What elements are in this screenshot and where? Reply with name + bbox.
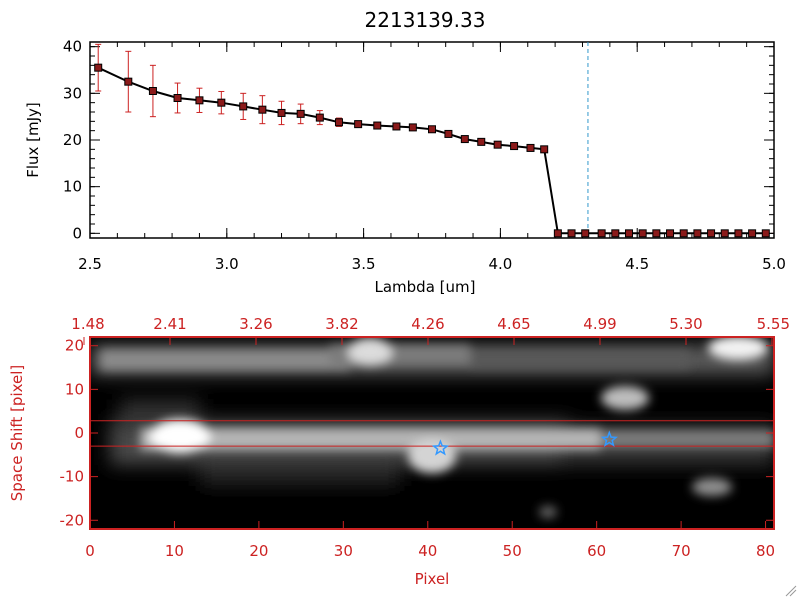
data-point: [217, 98, 226, 107]
data-point: [173, 94, 182, 102]
data-point: [638, 229, 647, 238]
x-tick-label: 50: [503, 542, 522, 560]
data-point: [277, 108, 286, 117]
data-point: [734, 229, 743, 238]
data-point: [567, 229, 576, 238]
heatmap-y-label: Space Shift [pixel]: [8, 365, 26, 502]
data-point: [611, 229, 620, 238]
data-point: [693, 229, 702, 238]
data-point: [748, 229, 757, 238]
heatmap-y-ticks: -20 -10 0 10 20: [60, 337, 774, 529]
x-tick-label: 4.0: [488, 255, 512, 273]
x-tick-label: 70: [672, 542, 691, 560]
x-tick-label: 40: [418, 542, 437, 560]
data-point: [392, 122, 401, 131]
spectrum-x-label: Lambda [um]: [375, 278, 476, 296]
x-tick-label: 10: [165, 542, 184, 560]
heatmap-image: [90, 337, 774, 529]
spectrum-plot-frame: [89, 41, 775, 239]
y-tick-label: 20: [65, 337, 84, 355]
y-tick-label: -20: [60, 511, 85, 529]
top-tick-label: 2.41: [153, 315, 186, 333]
data-point: [444, 129, 453, 138]
data-point: [553, 229, 562, 238]
data-point: [526, 143, 535, 152]
data-point: [315, 113, 324, 122]
top-tick-label: 4.65: [497, 315, 530, 333]
data-point: [334, 118, 343, 127]
data-point: [624, 229, 633, 238]
x-tick-label: 30: [334, 542, 353, 560]
x-tick-label: 2.5: [78, 255, 102, 273]
data-point: [679, 229, 688, 238]
data-point: [761, 229, 770, 238]
data-point: [540, 145, 549, 154]
y-tick-label: 10: [63, 178, 82, 196]
data-point: [195, 96, 204, 105]
spectrum-panel: 2213139.33 2.5 3.0 3.5 4.0 4.5 5.0 010203040 …: [24, 8, 786, 296]
spectrum-line: [97, 66, 766, 235]
data-point: [428, 125, 436, 134]
data-point: [296, 109, 305, 118]
data-point: [493, 140, 502, 149]
y-tick-label: 0: [74, 424, 84, 442]
data-point: [239, 102, 248, 111]
heatmap-features: [100, 337, 774, 518]
top-tick-label: 3.26: [239, 315, 272, 333]
data-point: [477, 137, 486, 146]
data-point: [720, 229, 729, 238]
data-point: [581, 229, 590, 238]
x-tick-label: 3.0: [215, 255, 239, 273]
x-tick-label: 4.5: [625, 255, 649, 273]
x-tick-label: 3.5: [352, 255, 376, 273]
spectrum-x-ticks: 2.5 3.0 3.5 4.0 4.5 5.0: [78, 42, 786, 273]
x-tick-label: 5.0: [762, 255, 786, 273]
resize-grip-icon[interactable]: [785, 585, 797, 597]
x-tick-label: 20: [249, 542, 268, 560]
data-point: [666, 229, 675, 238]
data-point: [652, 229, 661, 238]
y-tick-label: 10: [65, 380, 84, 398]
data-point: [408, 123, 417, 132]
extraction-aperture-lines: [90, 420, 774, 447]
y-tick-label: 20: [63, 131, 82, 149]
source-markers: [431, 430, 618, 456]
data-point: [373, 121, 382, 130]
data-point: [94, 63, 103, 72]
spectrum-y-ticks: 0 10 20 30 40: [63, 38, 774, 242]
spectrum-points: [94, 63, 770, 238]
top-tick-label: 5.55: [757, 315, 790, 333]
x-tick-label: 80: [756, 542, 775, 560]
data-point: [354, 120, 363, 129]
star-marker: [600, 430, 618, 447]
y-tick-label: 30: [63, 84, 82, 102]
data-point: [510, 142, 519, 151]
heatmap-top-ticks: 1.48 2.41 3.26 3.82 4.26 4.65 4.99 5.30 5.55: [71, 315, 790, 345]
spectrum-2d-panel: 0 10 20 30 40 50 60 70 80 -20 -10 0 10 20 1.48 2.41 3.…: [8, 315, 790, 588]
top-tick-label: 1.48: [71, 315, 104, 333]
spectrum-errorbars: [95, 43, 548, 153]
top-tick-label: 4.26: [411, 315, 444, 333]
data-point: [148, 87, 157, 95]
data-point: [707, 229, 716, 238]
data-point: [460, 135, 469, 144]
y-tick-label: 40: [63, 38, 82, 56]
top-tick-label: 3.82: [325, 315, 358, 333]
y-tick-label: -10: [60, 468, 85, 486]
spectrum-title: 2213139.33: [365, 8, 486, 32]
data-point: [597, 229, 606, 238]
x-tick-label: 0: [85, 542, 95, 560]
top-tick-label: 4.99: [583, 315, 616, 333]
x-tick-label: 60: [587, 542, 606, 560]
data-point: [258, 105, 267, 114]
star-marker: [431, 439, 450, 456]
spectrum-y-label: Flux [mJy]: [24, 102, 42, 178]
data-point: [124, 77, 133, 86]
y-tick-label: 0: [72, 224, 82, 242]
heatmap-x-ticks: 0 10 20 30 40 50 60 70 80: [85, 521, 775, 560]
top-tick-label: 5.30: [669, 315, 702, 333]
heatmap-x-label: Pixel: [415, 570, 450, 588]
